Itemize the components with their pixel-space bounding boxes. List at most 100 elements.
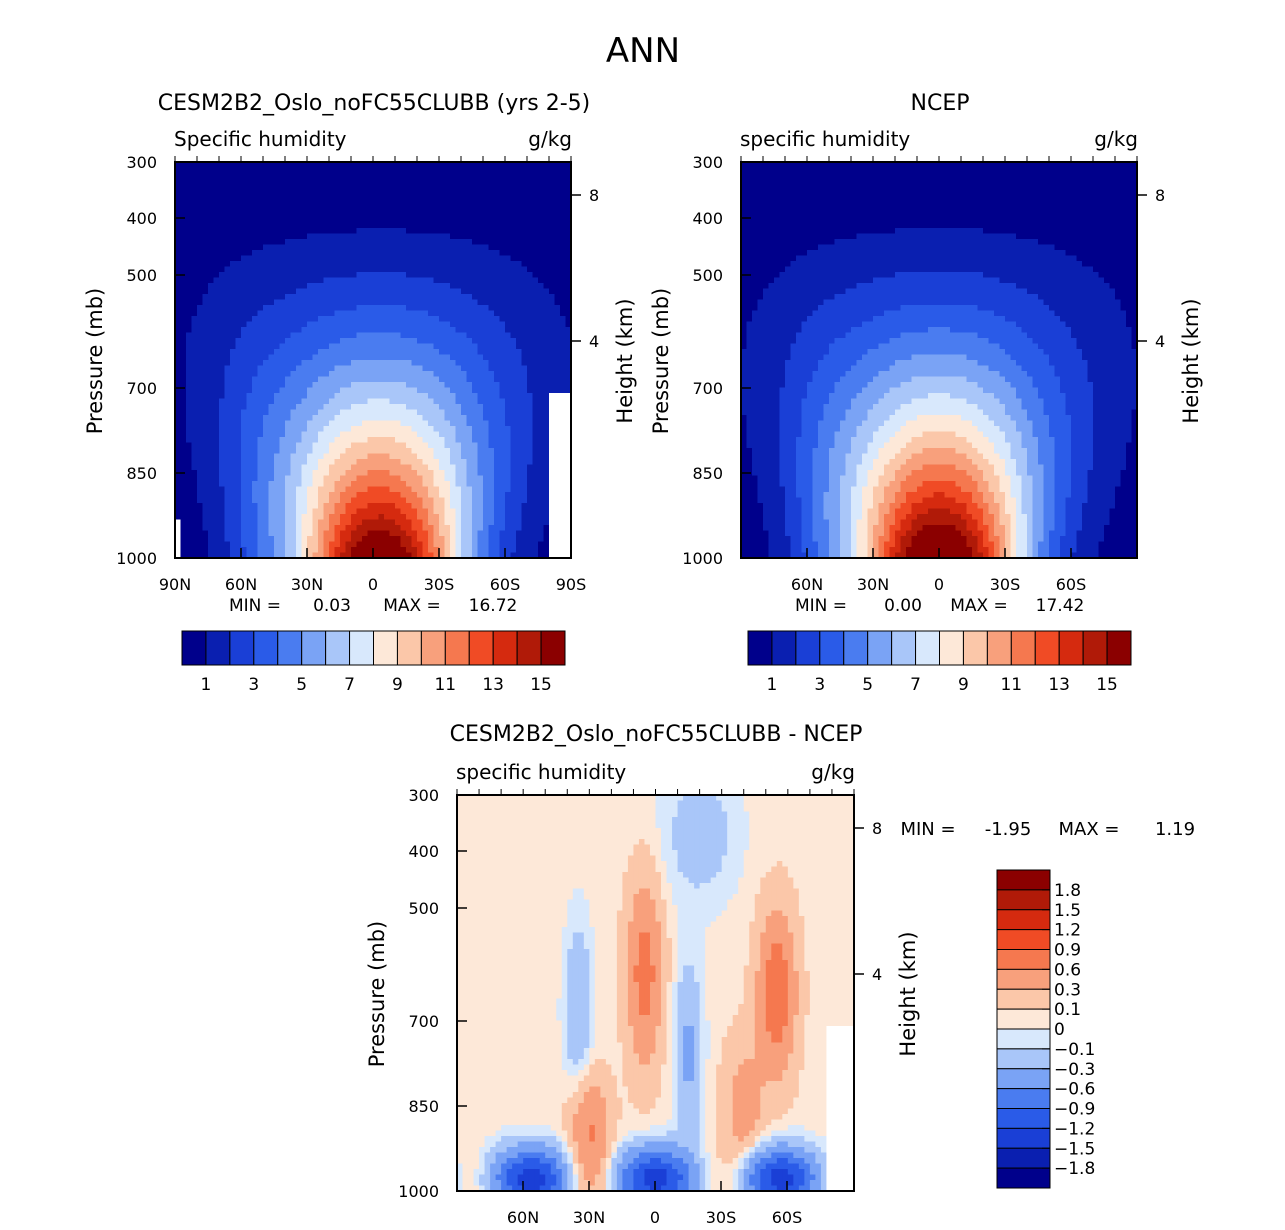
field-cell (213, 200, 220, 207)
field-cell (549, 206, 556, 213)
field-cell (406, 178, 413, 185)
field-cell (323, 283, 330, 290)
field-cell (433, 420, 440, 427)
field-cell (417, 189, 424, 196)
field-cell (180, 398, 187, 405)
field-cell (312, 459, 319, 466)
field-cell (505, 503, 512, 510)
field-cell (268, 206, 275, 213)
field-cell (538, 173, 545, 180)
field-cell (373, 266, 380, 273)
field-cell (334, 250, 341, 257)
field-cell (268, 376, 275, 383)
field-cell (384, 327, 391, 334)
field-cell (191, 475, 198, 482)
field-cell (373, 338, 380, 345)
field-cell (191, 316, 198, 323)
field-cell (455, 167, 462, 174)
field-cell (345, 200, 352, 207)
field-cell (400, 266, 407, 273)
field-cell (483, 332, 490, 339)
field-cell (268, 382, 275, 389)
field-cell (384, 343, 391, 350)
field-cell (477, 459, 484, 466)
field-cell (516, 409, 523, 416)
field-cell (208, 431, 215, 438)
field-cell (257, 415, 264, 422)
field-cell (268, 530, 275, 537)
field-cell (197, 497, 204, 504)
field-cell (472, 167, 479, 174)
field-cell (543, 431, 550, 438)
field-cell (230, 343, 237, 350)
field-cell (560, 272, 567, 279)
field-cell (301, 206, 308, 213)
field-cell (351, 261, 358, 268)
field-cell (466, 239, 473, 246)
field-cell (510, 162, 517, 169)
field-cell (378, 459, 385, 466)
field-cell (197, 327, 204, 334)
field-cell (543, 409, 550, 416)
field-cell (191, 277, 198, 284)
field-cell (538, 354, 545, 361)
field-cell (527, 189, 534, 196)
field-cell (510, 299, 517, 306)
field-cell (560, 481, 567, 488)
field-cell (257, 404, 264, 411)
field-cell (367, 519, 374, 526)
field-cell (246, 266, 253, 273)
field-cell (318, 475, 325, 482)
field-cell (527, 211, 534, 218)
field-cell (444, 398, 451, 405)
field-cell (538, 525, 545, 532)
field-cell (312, 492, 319, 499)
field-cell (433, 228, 440, 235)
field-cell (411, 255, 418, 262)
field-cell (565, 459, 572, 466)
field-cell (329, 470, 336, 477)
field-cell (301, 228, 308, 235)
field-cell (538, 299, 545, 306)
field-cell (461, 288, 468, 295)
field-cell (560, 360, 567, 367)
field-cell (290, 409, 297, 416)
field-cell (285, 288, 292, 295)
field-cell (488, 382, 495, 389)
field-cell (521, 189, 528, 196)
field-cell (257, 453, 264, 460)
field-cell (329, 437, 336, 444)
field-cell (351, 343, 358, 350)
field-cell (400, 255, 407, 262)
field-cell (488, 239, 495, 246)
field-cell (433, 519, 440, 526)
field-cell (565, 184, 572, 191)
field-cell (543, 294, 550, 301)
field-cell (565, 178, 572, 185)
field-cell (554, 354, 561, 361)
field-cell (235, 404, 242, 411)
field-cell (466, 508, 473, 515)
field-cell (296, 173, 303, 180)
field-cell (521, 371, 528, 378)
field-cell (521, 222, 528, 229)
field-cell (180, 250, 187, 257)
field-cell (175, 316, 182, 323)
field-cell (351, 514, 358, 521)
field-cell (290, 321, 297, 328)
field-cell (439, 272, 446, 279)
field-cell (422, 305, 429, 312)
field-cell (252, 255, 259, 262)
field-cell (549, 393, 556, 400)
field-cell (494, 332, 501, 339)
field-cell (175, 464, 182, 471)
field-cell (279, 228, 286, 235)
field-cell (252, 272, 259, 279)
field-cell (488, 206, 495, 213)
field-cell (351, 189, 358, 196)
field-cell (340, 481, 347, 488)
field-cell (367, 349, 374, 356)
field-cell (428, 277, 435, 284)
field-cell (230, 503, 237, 510)
field-cell (257, 294, 264, 301)
